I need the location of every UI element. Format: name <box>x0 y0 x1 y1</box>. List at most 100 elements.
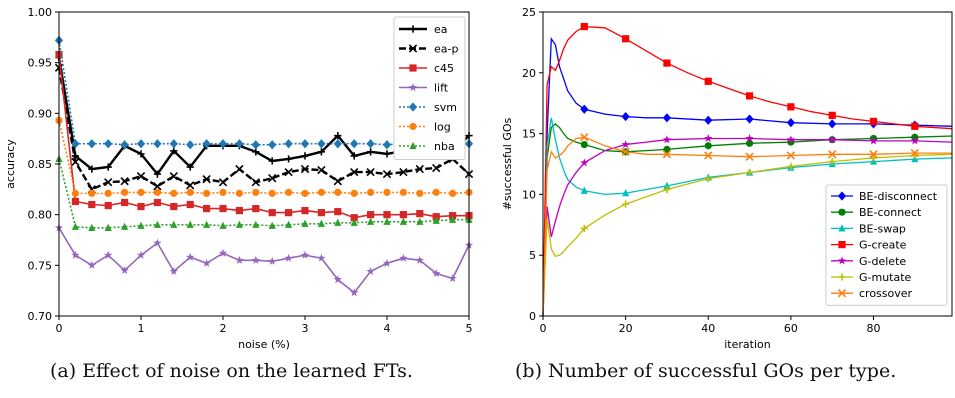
point-log-14 <box>285 188 293 196</box>
point-ea-p-22 <box>415 164 424 174</box>
ytick-label-a: 0.70 <box>28 310 53 323</box>
point-lift-16 <box>317 253 326 262</box>
point-lift-12 <box>251 255 260 264</box>
point-G-mutate-14 <box>745 168 754 177</box>
point-ea-8 <box>186 163 194 171</box>
point-BE-swap-12 <box>663 181 671 189</box>
point-ea-p-10 <box>218 178 228 187</box>
point-lift-17 <box>333 275 342 284</box>
point-ea-12 <box>252 148 260 156</box>
legend-box-b <box>825 184 948 306</box>
point-nba-6 <box>153 220 161 228</box>
point-nba-16 <box>317 219 325 227</box>
point-svm-17 <box>333 139 342 149</box>
point-crossover-17 <box>869 150 878 159</box>
point-BE-swap-8 <box>580 186 588 194</box>
point-ea-p-3 <box>104 178 113 187</box>
point-svm-4 <box>120 140 129 150</box>
point-G-delete-14 <box>745 134 754 143</box>
point-lift-22 <box>415 255 424 264</box>
legend-marker-nba <box>409 141 417 150</box>
point-c45-7 <box>170 202 178 211</box>
series-line-ea-p <box>57 67 470 191</box>
point-ea-6 <box>153 170 161 178</box>
point-lift-21 <box>399 253 408 262</box>
point-c45-4 <box>121 198 129 207</box>
point-svm-10 <box>218 139 228 149</box>
point-BE-disconnect-16 <box>828 119 837 129</box>
y-axis-label-a: accuracy <box>4 139 17 189</box>
legend-marker-crossover <box>837 289 847 298</box>
caption-b: (b) Number of successful GOs per type. <box>515 360 897 382</box>
ytick-label-b: 0 <box>529 310 536 323</box>
point-ea-p-9 <box>202 175 211 184</box>
point-ea-p-8 <box>186 181 195 190</box>
point-nba-12 <box>252 220 260 228</box>
point-svm-2 <box>87 139 96 149</box>
legend-label-c45: c45 <box>434 62 454 75</box>
point-svm-6 <box>153 139 162 149</box>
xtick-label-a: 5 <box>466 322 473 335</box>
point-c45-1 <box>71 197 79 206</box>
point-crossover-14 <box>745 152 754 161</box>
point-nba-13 <box>268 221 276 229</box>
ytick-label-a: 0.75 <box>28 259 53 272</box>
point-crossover-8 <box>580 133 589 142</box>
point-G-delete-15 <box>786 135 796 144</box>
point-lift-6 <box>153 238 162 247</box>
caption-a: (a) Effect of noise on the learned FTs. <box>50 360 413 382</box>
point-svm-11 <box>235 139 244 149</box>
point-G-create-22 <box>869 117 878 126</box>
point-svm-13 <box>268 140 277 150</box>
point-lift-13 <box>268 256 277 265</box>
point-lift-1 <box>71 250 80 259</box>
point-G-delete-18 <box>910 136 919 145</box>
point-nba-14 <box>285 220 293 228</box>
point-log-12 <box>252 188 260 196</box>
point-lift-11 <box>235 255 244 264</box>
point-BE-connect-14 <box>745 139 754 147</box>
legend-label-G-delete: G-delete <box>859 255 906 268</box>
point-crossover-15 <box>786 151 796 160</box>
point-nba-4 <box>121 222 129 230</box>
point-log-10 <box>219 188 227 196</box>
legend-label-BE-connect: BE-connect <box>859 206 922 219</box>
point-G-mutate-10 <box>622 200 630 208</box>
point-G-create-16 <box>745 92 754 100</box>
point-c45-6 <box>153 198 161 207</box>
x-axis-label-a: noise (%) <box>238 338 290 351</box>
point-ea-7 <box>170 147 178 155</box>
point-crossover-16 <box>828 150 837 159</box>
point-nba-22 <box>416 217 424 225</box>
point-ea-p-23 <box>432 163 441 173</box>
point-BE-disconnect-13 <box>704 115 713 125</box>
point-ea-p-4 <box>120 177 129 186</box>
point-nba-1 <box>71 222 79 230</box>
plot-frame-b <box>542 11 953 317</box>
point-log-2 <box>88 189 96 197</box>
legend-label-ea: ea <box>434 23 448 36</box>
point-c45-2 <box>88 200 96 209</box>
point-G-mutate-17 <box>869 154 878 162</box>
point-G-delete-16 <box>828 135 837 144</box>
ytick-label-b: 5 <box>529 249 536 262</box>
point-log-15 <box>301 189 309 197</box>
point-c45-15 <box>301 207 309 215</box>
legend-marker-lift <box>408 83 418 92</box>
point-lift-18 <box>350 288 359 297</box>
point-ea-p-19 <box>366 167 375 177</box>
point-svm-20 <box>382 140 392 150</box>
point-G-create-14 <box>704 77 712 85</box>
point-ea-5 <box>137 150 145 158</box>
point-c45-3 <box>104 201 112 210</box>
point-ea-p-11 <box>235 164 244 174</box>
point-ea-17 <box>334 132 342 140</box>
point-log-5 <box>137 188 145 196</box>
point-G-mutate-16 <box>828 157 836 166</box>
xtick-label-b: 20 <box>619 322 633 335</box>
series-line-G-mutate <box>542 153 953 317</box>
point-ea-p-20 <box>382 169 392 179</box>
point-ea-16 <box>317 148 325 156</box>
point-lift-23 <box>432 269 441 277</box>
legend-marker-svm <box>408 102 418 112</box>
